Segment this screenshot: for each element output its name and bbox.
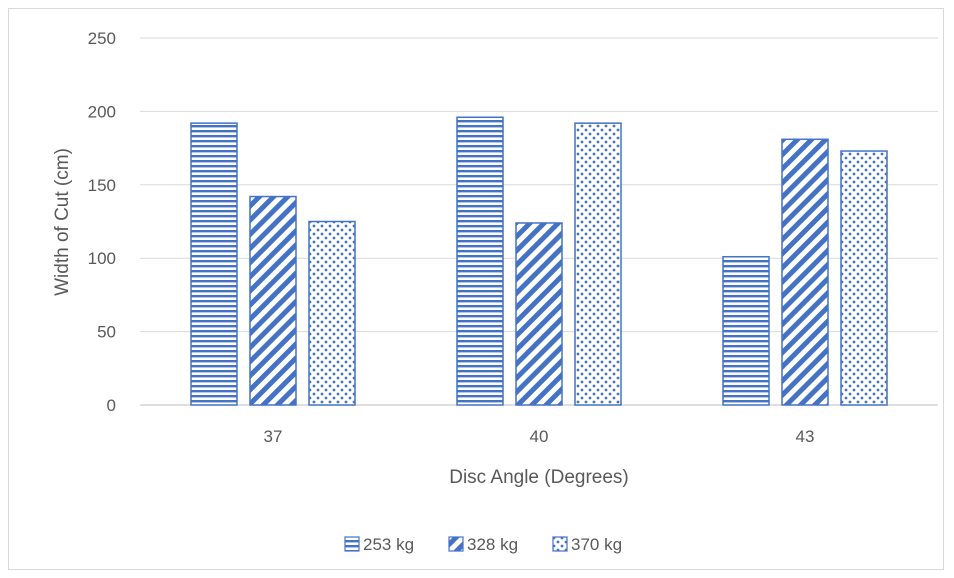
bar-253-kg-37 (190, 122, 238, 406)
bar-328-kg-37 (249, 195, 297, 406)
legend-label: 370 kg (571, 535, 622, 554)
bar-328-kg-40 (515, 222, 563, 406)
legend-item: 328 kg (448, 535, 518, 554)
y-tick-label: 0 (107, 396, 116, 415)
bar-253-kg-40 (456, 116, 504, 406)
legend: 253 kg 328 kg 370 kg (344, 535, 622, 554)
y-tick-label: 50 (97, 323, 116, 342)
bar-370-kg-43 (840, 150, 888, 406)
y-axis-tick-labels: 0 50 100 150 200 250 (88, 29, 116, 415)
legend-swatch (448, 536, 464, 552)
legend-swatch (344, 536, 360, 552)
x-axis-tick-labels: 37 40 43 (264, 427, 815, 446)
bars (190, 116, 888, 406)
y-tick-label: 150 (88, 176, 116, 195)
bar-253-kg-43 (722, 255, 770, 406)
x-tick-label: 43 (796, 427, 815, 446)
bar-370-kg-37 (308, 220, 356, 406)
bar-328-kg-43 (781, 138, 829, 406)
x-tick-label: 40 (530, 427, 549, 446)
legend-swatch (552, 536, 568, 552)
y-tick-label: 100 (88, 249, 116, 268)
legend-label: 253 kg (363, 535, 414, 554)
x-tick-label: 37 (264, 427, 283, 446)
x-axis-title: Disc Angle (Degrees) (449, 467, 629, 488)
bar-370-kg-40 (574, 122, 622, 406)
y-tick-label: 250 (88, 29, 116, 48)
y-tick-label: 200 (88, 102, 116, 121)
y-axis-title: Width of Cut (cm) (52, 148, 73, 296)
legend-item: 370 kg (552, 535, 622, 554)
legend-item: 253 kg (344, 535, 414, 554)
legend-label: 328 kg (467, 535, 518, 554)
